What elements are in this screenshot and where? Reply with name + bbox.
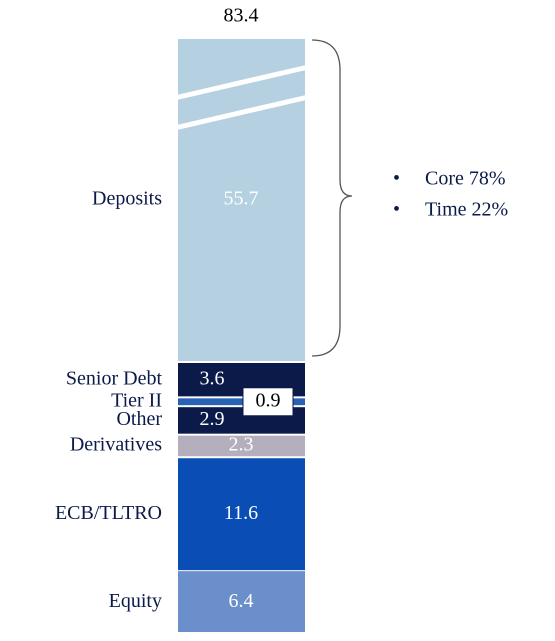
category-label: Other xyxy=(116,408,162,430)
value-label: 55.7 xyxy=(224,188,259,210)
axis-break xyxy=(165,92,318,133)
category-label: Senior Debt xyxy=(66,367,163,389)
bar-segment xyxy=(178,458,305,571)
bar-segment xyxy=(178,398,305,406)
value-label: 11.6 xyxy=(224,502,258,524)
bullet: • xyxy=(393,199,400,221)
value-label: 3.6 xyxy=(200,367,225,389)
bar-segment xyxy=(178,571,305,632)
value-label-box xyxy=(242,387,294,417)
bar-segment xyxy=(178,435,305,457)
total-label: 83.4 xyxy=(224,5,259,27)
category-label: Equity xyxy=(109,590,162,612)
value-label: 6.4 xyxy=(229,590,254,612)
category-label: Deposits xyxy=(92,188,162,210)
value-label: 2.9 xyxy=(200,408,225,430)
value-label: 0.9 xyxy=(256,389,281,411)
axis-break xyxy=(165,62,318,103)
category-label: Derivatives xyxy=(70,434,162,456)
annotation: Time 22% xyxy=(425,199,508,221)
value-label: 2.3 xyxy=(229,434,254,456)
category-label: ECB/TLTRO xyxy=(55,502,162,524)
category-label: Tier II xyxy=(111,389,162,411)
bullet: • xyxy=(393,168,400,190)
annotation: Core 78% xyxy=(425,168,506,190)
brace xyxy=(311,39,353,357)
